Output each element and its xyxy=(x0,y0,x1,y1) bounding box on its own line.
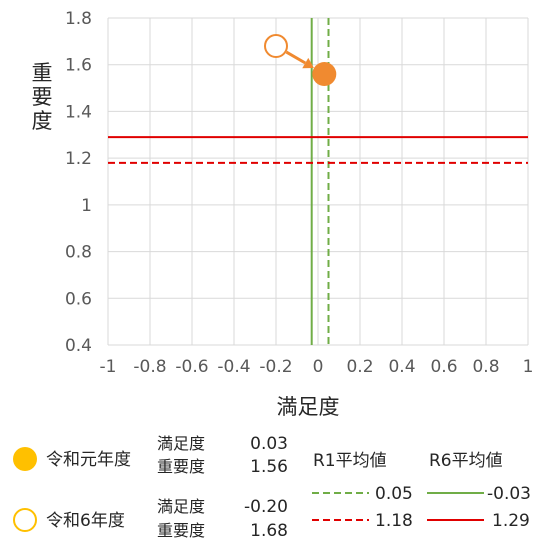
y-axis-title-char: 要 xyxy=(32,85,53,109)
legend-point2-sat-value: -0.20 xyxy=(244,497,288,517)
y-tick-label: 0.4 xyxy=(65,336,92,356)
y-tick-label: 1.6 xyxy=(65,56,92,76)
y-axis-title-char: 重 xyxy=(32,61,53,85)
legend-point1-imp-value: 1.56 xyxy=(250,457,288,477)
legend-r1-header: R1平均値 xyxy=(313,451,387,471)
legend-r6-x-value: -0.03 xyxy=(487,484,531,504)
legend-marker-hollow xyxy=(13,508,37,532)
legend-point1-imp-label: 重要度 xyxy=(157,457,205,476)
legend-point2-sat-label: 満足度 xyxy=(157,497,205,516)
legend-r6-header: R6平均値 xyxy=(429,451,503,471)
x-tick-label: -0.6 xyxy=(175,357,208,377)
x-axis-title: 満足度 xyxy=(277,395,340,419)
legend-point1-sat-label: 満足度 xyxy=(157,434,205,453)
reference-lines xyxy=(108,18,528,345)
y-tick-label: 1.4 xyxy=(65,102,92,122)
y-tick-label: 1.2 xyxy=(65,149,92,169)
data-points xyxy=(264,34,337,87)
legend-point1-label: 令和元年度 xyxy=(46,450,131,470)
legend-marker-filled xyxy=(13,447,37,471)
legend-point1-sat-value: 0.03 xyxy=(250,434,288,454)
x-tick-label: 0.8 xyxy=(472,357,499,377)
y-tick-label: 0.8 xyxy=(65,243,92,263)
legend-r6-y-value: 1.29 xyxy=(492,511,530,531)
x-tick-label: -0.8 xyxy=(133,357,166,377)
x-tick-label: -0.4 xyxy=(217,357,250,377)
legend-r1-y-value: 1.18 xyxy=(375,511,413,531)
legend-r1-x-value: 0.05 xyxy=(375,484,413,504)
y-axis-title: 重要度 xyxy=(32,61,53,133)
legend-point2-imp-value: 1.68 xyxy=(250,521,288,541)
y-axis-title-text: 重要度 xyxy=(32,61,53,133)
x-tick-label: -1 xyxy=(100,357,117,377)
y-tick-label: 0.6 xyxy=(65,289,92,309)
y-tick-label: 1.8 xyxy=(65,9,92,29)
x-tick-labels: -1 -0.8 -0.6 -0.4 -0.2 0 0.2 0.4 0.6 0.8 1 xyxy=(100,357,534,377)
trend-arrow-line xyxy=(285,50,307,65)
y-tick-labels: 0.4 0.6 0.8 1 1.2 1.4 1.6 1.8 xyxy=(65,9,92,356)
y-axis-title-char: 度 xyxy=(32,109,53,133)
y-tick-label: 1 xyxy=(81,196,92,216)
x-tick-label: -0.2 xyxy=(259,357,292,377)
legend-point2-label: 令和6年度 xyxy=(46,511,125,531)
data-point-filled xyxy=(312,62,337,87)
x-tick-label: 1 xyxy=(523,357,534,377)
legend-point2-imp-label: 重要度 xyxy=(157,521,205,540)
trend-arrow-head xyxy=(302,57,314,69)
x-tick-label: 0.4 xyxy=(388,357,415,377)
data-point-hollow xyxy=(264,34,288,59)
x-tick-label: 0 xyxy=(313,357,324,377)
x-tick-label: 0.6 xyxy=(430,357,457,377)
x-tick-label: 0.2 xyxy=(346,357,373,377)
